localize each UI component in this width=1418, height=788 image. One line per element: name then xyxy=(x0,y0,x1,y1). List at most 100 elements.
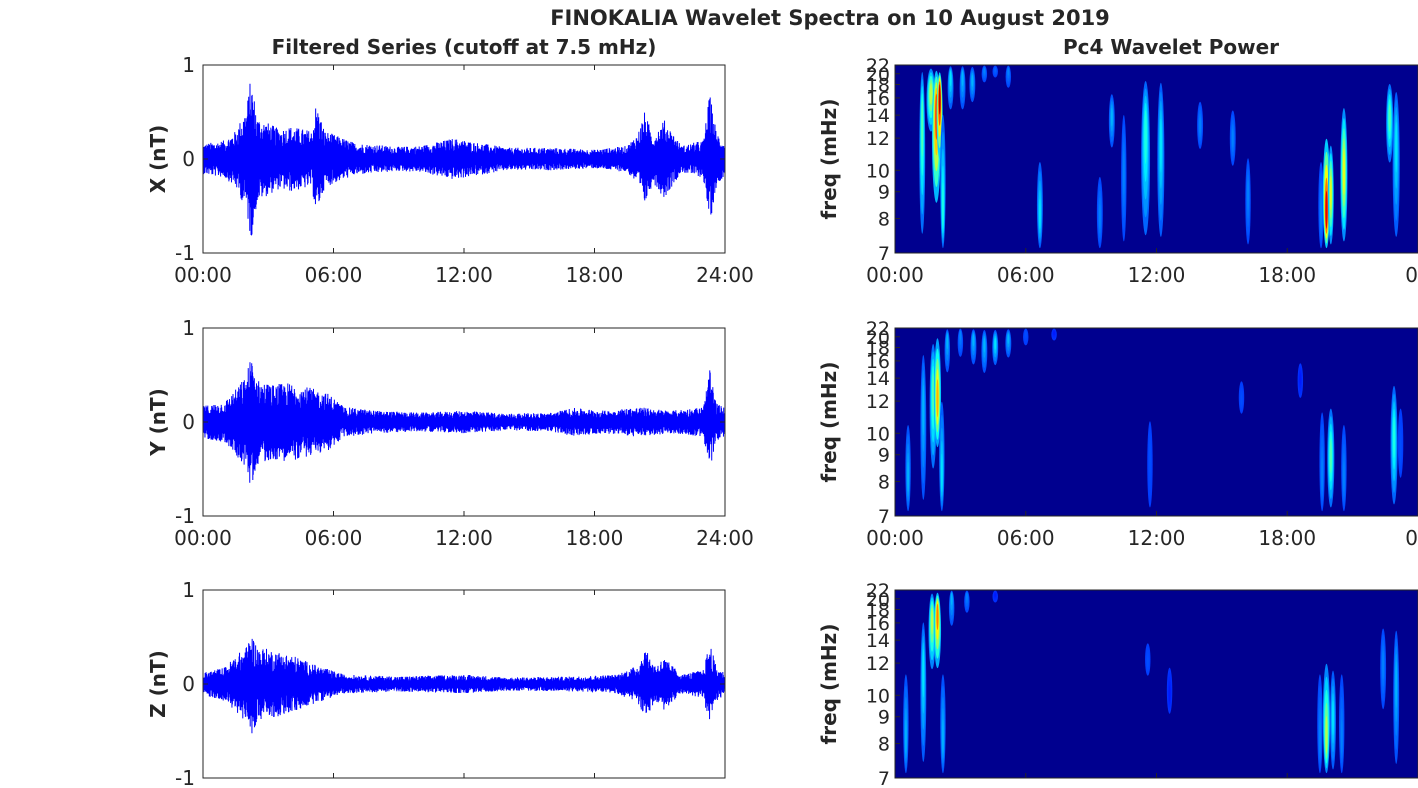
z-wavelet-burst-layer xyxy=(942,719,944,754)
x-wavelet-burst-layer xyxy=(1325,190,1328,229)
y-wavelet-burst-layer xyxy=(1299,372,1302,386)
y-wavelet-xtick-label: 00 xyxy=(1405,526,1418,550)
z-wavelet-burst-layer xyxy=(1340,719,1343,754)
x-wavelet-ytick-label: 14 xyxy=(866,105,890,127)
y-wavelet-burst xyxy=(981,329,988,374)
y-wavelet-ytick-label: 12 xyxy=(866,391,890,413)
y-wavelet-burst xyxy=(1390,385,1398,505)
y-wavelet-burst xyxy=(905,424,911,512)
x-wavelet-burst-layer xyxy=(971,74,974,87)
x-wavelet-xtick-label: 00:00 xyxy=(866,263,924,287)
x-wavelet-burst xyxy=(1392,92,1400,237)
y-series-xtick-label: 24:00 xyxy=(696,526,754,550)
y-wavelet-ytick-label: 14 xyxy=(866,368,890,390)
x-wavelet-burst-layer xyxy=(1199,117,1201,134)
y-series-xtick-label: 18:00 xyxy=(566,526,624,550)
x-wavelet-xtick-label: 12:00 xyxy=(1128,263,1186,287)
x-wavelet-burst-layer xyxy=(1159,118,1162,173)
y-wavelet-ylabel: freq (mHz) xyxy=(817,362,841,483)
z-wavelet-ylabel: freq (mHz) xyxy=(817,624,841,745)
x-wavelet-burst-layer xyxy=(1231,128,1234,148)
z-wavelet-burst xyxy=(948,590,955,626)
x-wavelet-ytick-label: 20 xyxy=(866,64,890,86)
y-wavelet-burst xyxy=(1319,412,1325,512)
left-column-title: Filtered Series (cutoff at 7.5 mHz) xyxy=(272,35,657,59)
y-wavelet-xtick-label: 00:00 xyxy=(866,526,924,550)
y-wavelet-burst xyxy=(957,328,964,357)
z-series-ytick-label: 1 xyxy=(182,578,195,602)
z-series-line xyxy=(203,638,725,734)
x-series-ytick-label: 1 xyxy=(182,53,195,77)
x-wavelet-burst-layer xyxy=(1388,104,1391,132)
y-wavelet-burst-layer xyxy=(972,334,975,347)
y-wavelet-xtick-label: 18:00 xyxy=(1258,526,1316,550)
z-wavelet-burst-layer xyxy=(936,603,939,630)
x-series-xtick-label: 18:00 xyxy=(566,263,624,287)
z-wavelet-burst xyxy=(1166,667,1173,714)
z-wavelet-burst xyxy=(1330,670,1336,770)
x-wavelet-burst-layer xyxy=(983,67,986,74)
y-wavelet-ytick-label: 16 xyxy=(866,351,890,373)
z-wavelet-ytick-label: 20 xyxy=(866,589,890,611)
y-wavelet-ytick-label: 18 xyxy=(866,337,890,359)
z-wavelet-burst xyxy=(992,590,998,603)
z-wavelet-burst xyxy=(928,593,936,670)
x-wavelet-burst-layer xyxy=(1320,198,1322,229)
y-wavelet-burst-layer xyxy=(1240,394,1243,406)
z-wavelet-burst xyxy=(933,592,942,669)
y-wavelet-burst xyxy=(933,338,942,448)
x-wavelet-ytick-label: 9 xyxy=(878,182,890,204)
y-wavelet-burst-layer xyxy=(1024,330,1027,337)
x-wavelet-burst-layer xyxy=(929,83,933,105)
x-wavelet-burst xyxy=(1141,81,1151,236)
y-wavelet-burst-layer xyxy=(1329,438,1332,474)
x-wavelet-ytick-label: 12 xyxy=(866,128,890,150)
z-wavelet-burst-layer xyxy=(905,719,907,754)
y-wavelet-xtick-label: 06:00 xyxy=(997,526,1055,550)
z-wavelet-burst-layer xyxy=(994,592,997,598)
y-wavelet-burst-layer xyxy=(1321,457,1323,492)
z-wavelet-burst xyxy=(1339,674,1345,774)
x-wavelet-burst-layer xyxy=(1329,175,1332,211)
z-wavelet-burst-layer xyxy=(931,608,934,635)
y-wavelet-burst-layer xyxy=(941,453,943,492)
y-wavelet-xtick-label: 12:00 xyxy=(1128,526,1186,550)
y-series-panel: -1 0 1 00:00 06:00 12:00 18:00 24:00 Y (nT) xyxy=(146,316,754,550)
z-wavelet-ytick-label: 7 xyxy=(878,768,890,788)
x-series-xtick-label: 12:00 xyxy=(435,263,493,287)
z-wavelet-burst-layer xyxy=(1146,656,1149,668)
z-wavelet-ytick-label: 8 xyxy=(878,734,890,756)
x-wavelet-ytick-label: 16 xyxy=(866,88,890,110)
z-wavelet-burst-layer xyxy=(966,592,968,601)
x-series-ytick-label: -1 xyxy=(175,241,195,265)
y-wavelet-burst-layer xyxy=(1053,330,1055,336)
z-series-ylabel: Z (nT) xyxy=(146,650,170,718)
z-wavelet-ytick-label: 14 xyxy=(866,630,890,652)
z-wavelet-burst xyxy=(1393,630,1400,764)
z-wavelet-burst-layer xyxy=(1168,685,1171,702)
y-wavelet-burst-layer xyxy=(1392,416,1396,459)
x-wavelet-burst xyxy=(940,114,946,249)
z-wavelet-burst-layer xyxy=(1325,715,1328,754)
y-wavelet-burst-layer xyxy=(946,334,949,350)
x-wavelet-xtick-label: 06:00 xyxy=(997,263,1055,287)
x-wavelet-burst xyxy=(992,65,998,78)
x-wavelet-burst-layer xyxy=(949,71,952,87)
y-wavelet-burst-layer xyxy=(1343,461,1345,492)
y-wavelet-burst-layer xyxy=(1149,443,1151,474)
y-series-xtick-label: 06:00 xyxy=(305,526,363,550)
x-wavelet-burst xyxy=(1036,161,1043,249)
x-wavelet-burst-layer xyxy=(994,67,997,73)
z-wavelet-burst-layer xyxy=(1395,661,1398,708)
x-wavelet-burst-layer xyxy=(1123,150,1125,196)
y-wavelet-burst xyxy=(992,329,999,366)
x-wavelet-burst xyxy=(1322,138,1331,249)
x-wavelet-burst xyxy=(1386,83,1394,163)
x-wavelet-ytick-label: 7 xyxy=(878,243,890,265)
y-wavelet-ytick-label: 7 xyxy=(878,506,890,528)
z-wavelet-burst xyxy=(1145,643,1151,676)
x-wavelet-xtick-label: 18:00 xyxy=(1258,263,1316,287)
x-series-ylabel: X (nT) xyxy=(146,125,170,194)
